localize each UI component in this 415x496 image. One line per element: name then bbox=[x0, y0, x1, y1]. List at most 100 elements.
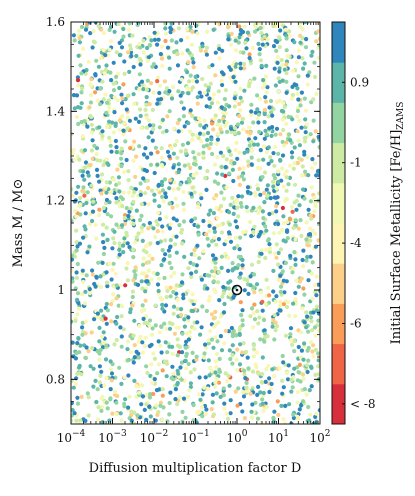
data-point bbox=[175, 382, 180, 387]
data-point bbox=[271, 289, 276, 294]
data-point bbox=[282, 290, 287, 295]
data-point bbox=[313, 333, 318, 338]
data-point bbox=[291, 225, 296, 230]
data-point bbox=[104, 301, 109, 307]
data-point bbox=[88, 82, 93, 87]
data-point bbox=[217, 118, 222, 124]
data-point bbox=[308, 315, 314, 320]
data-point bbox=[277, 98, 282, 103]
data-point bbox=[131, 360, 136, 365]
data-point bbox=[131, 221, 136, 226]
data-point bbox=[150, 326, 155, 331]
data-point bbox=[87, 287, 92, 292]
data-point bbox=[162, 79, 167, 84]
data-point bbox=[148, 392, 153, 397]
data-point bbox=[155, 150, 160, 155]
data-point bbox=[182, 163, 187, 168]
data-point bbox=[159, 179, 165, 184]
data-point bbox=[126, 27, 131, 32]
data-point bbox=[204, 407, 209, 412]
data-point bbox=[152, 356, 157, 361]
data-point bbox=[293, 257, 298, 262]
data-point bbox=[308, 364, 314, 369]
data-point bbox=[128, 47, 133, 52]
data-point bbox=[239, 120, 245, 125]
data-point bbox=[109, 371, 115, 376]
data-point bbox=[219, 209, 224, 214]
data-point bbox=[112, 29, 117, 34]
data-point bbox=[297, 24, 302, 29]
data-point bbox=[171, 216, 176, 221]
data-point bbox=[167, 400, 172, 406]
data-point bbox=[163, 238, 168, 243]
data-point bbox=[117, 252, 122, 257]
data-point bbox=[160, 224, 165, 229]
data-point bbox=[255, 416, 261, 421]
data-point bbox=[284, 169, 289, 174]
data-point bbox=[212, 384, 217, 389]
data-point bbox=[269, 159, 274, 164]
data-point bbox=[189, 271, 194, 276]
data-point bbox=[242, 372, 247, 377]
data-point bbox=[147, 221, 152, 226]
data-point bbox=[194, 23, 199, 28]
data-point bbox=[95, 173, 100, 178]
data-point bbox=[274, 48, 279, 54]
data-point bbox=[121, 169, 127, 174]
data-point bbox=[196, 116, 202, 121]
data-point bbox=[284, 71, 289, 76]
data-point bbox=[100, 79, 105, 84]
data-point bbox=[262, 107, 268, 112]
data-point bbox=[216, 320, 221, 325]
data-point bbox=[188, 384, 193, 390]
data-point bbox=[179, 360, 184, 365]
data-point bbox=[105, 308, 110, 313]
data-point bbox=[119, 151, 124, 156]
data-point bbox=[112, 81, 117, 86]
data-point bbox=[244, 385, 249, 390]
data-point bbox=[115, 167, 120, 172]
data-point bbox=[167, 201, 172, 206]
data-point bbox=[107, 180, 112, 185]
data-point bbox=[186, 121, 191, 126]
data-point bbox=[168, 245, 173, 250]
data-point bbox=[160, 188, 166, 193]
data-point bbox=[103, 92, 108, 97]
data-point bbox=[316, 29, 320, 34]
data-point bbox=[77, 36, 82, 41]
data-point bbox=[79, 24, 85, 30]
data-point bbox=[145, 45, 150, 51]
data-point bbox=[239, 99, 245, 104]
data-point bbox=[262, 82, 267, 87]
data-point bbox=[250, 369, 256, 374]
data-point bbox=[228, 356, 233, 362]
data-point bbox=[174, 234, 179, 239]
data-point bbox=[245, 129, 250, 134]
data-point bbox=[304, 122, 309, 127]
data-point bbox=[72, 106, 77, 111]
data-point bbox=[312, 60, 317, 65]
data-point bbox=[259, 290, 264, 295]
data-point bbox=[226, 210, 232, 215]
data-point bbox=[74, 248, 79, 253]
data-point bbox=[95, 98, 100, 103]
data-point bbox=[296, 344, 301, 350]
data-point bbox=[90, 345, 95, 351]
data-point bbox=[187, 50, 192, 55]
data-point bbox=[211, 92, 216, 97]
data-point bbox=[73, 356, 78, 361]
data-point bbox=[207, 223, 212, 228]
data-point bbox=[249, 162, 254, 167]
data-point bbox=[79, 101, 84, 106]
data-point bbox=[239, 194, 245, 199]
data-point bbox=[198, 165, 203, 170]
data-point bbox=[152, 192, 157, 197]
data-point bbox=[140, 271, 145, 276]
data-point bbox=[142, 343, 147, 349]
data-point bbox=[202, 125, 207, 130]
data-point bbox=[87, 290, 92, 295]
data-point bbox=[207, 294, 212, 299]
data-point bbox=[290, 385, 295, 390]
data-point bbox=[263, 128, 268, 133]
data-point bbox=[267, 211, 272, 217]
